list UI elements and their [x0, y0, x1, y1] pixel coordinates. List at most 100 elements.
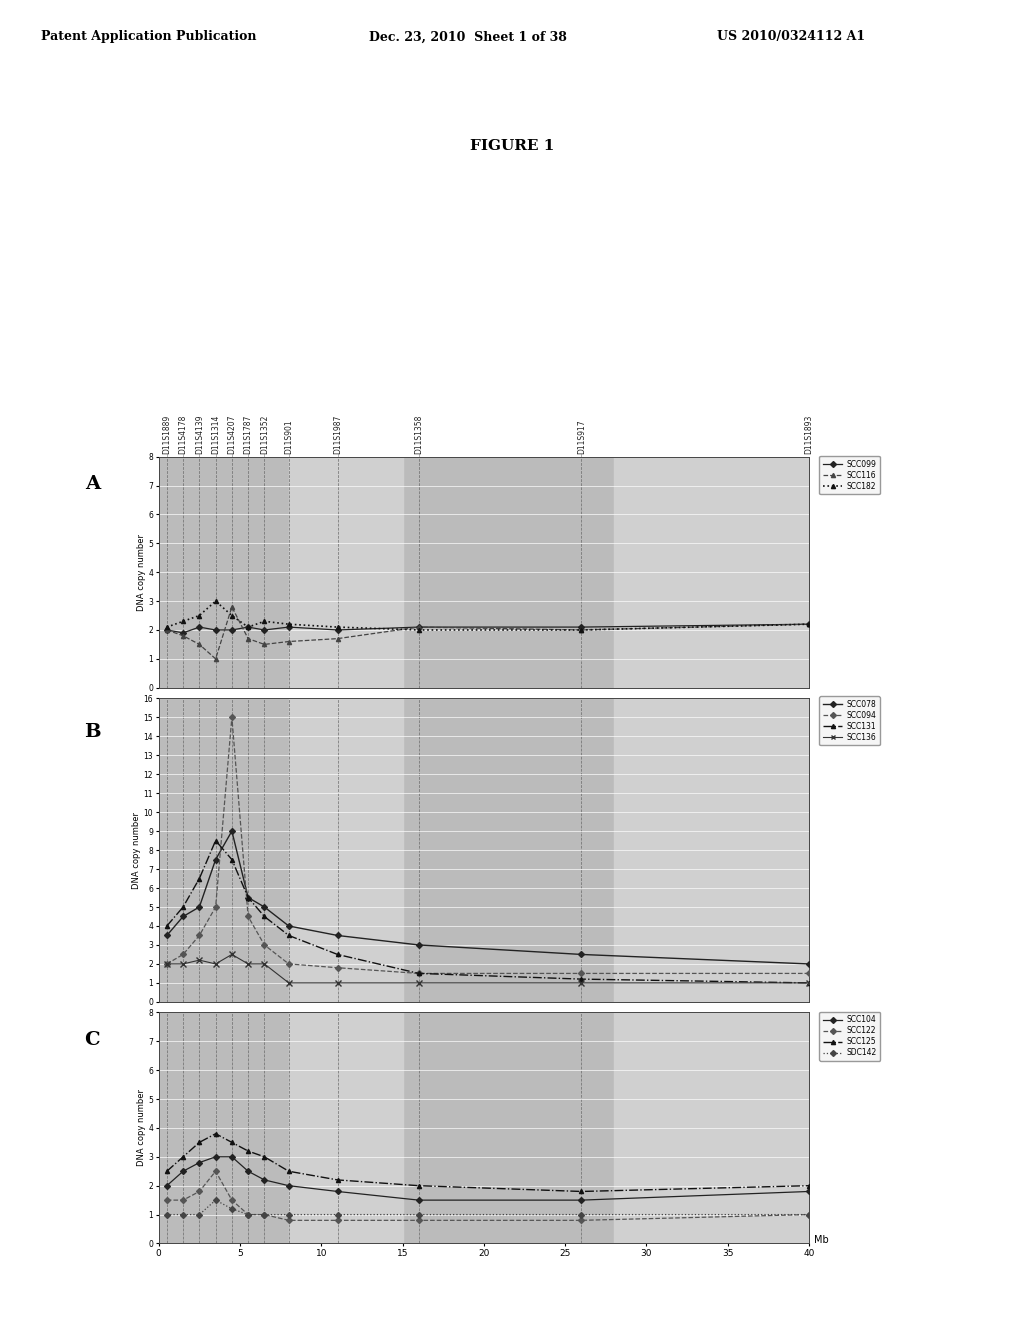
- SDC142: [332, 1206, 344, 1222]
- SCC122: [225, 1192, 238, 1208]
- SCC099: [332, 622, 344, 638]
- SCC122: [242, 1206, 254, 1222]
- Bar: [614, 1012, 809, 1243]
- SCC125: [332, 1172, 344, 1188]
- SCC094: [194, 928, 206, 944]
- SCC182: [258, 614, 270, 630]
- SCC182: [194, 607, 206, 623]
- SCC131: [283, 928, 295, 944]
- Legend: SCC099, SCC116, SCC182: SCC099, SCC116, SCC182: [819, 455, 880, 495]
- SCC131: [177, 899, 189, 915]
- SCC136: [161, 956, 173, 972]
- Line: SCC078: SCC078: [165, 829, 811, 966]
- SCC078: [283, 919, 295, 935]
- SDC142: [413, 1206, 425, 1222]
- SCC122: [283, 1212, 295, 1228]
- SCC078: [575, 946, 588, 962]
- SCC125: [177, 1148, 189, 1164]
- Line: SCC131: SCC131: [165, 838, 811, 985]
- SCC094: [177, 946, 189, 962]
- Bar: [289, 698, 402, 1002]
- Text: D11S1358: D11S1358: [415, 414, 423, 454]
- SCC116: [575, 622, 588, 638]
- SCC136: [177, 956, 189, 972]
- SCC094: [575, 965, 588, 981]
- SCC116: [332, 631, 344, 647]
- SCC078: [161, 928, 173, 944]
- SCC094: [332, 960, 344, 975]
- SCC125: [194, 1134, 206, 1150]
- SCC122: [332, 1212, 344, 1228]
- SDC142: [575, 1206, 588, 1222]
- SCC131: [575, 972, 588, 987]
- SCC078: [210, 851, 222, 867]
- Text: Patent Application Publication: Patent Application Publication: [41, 30, 256, 44]
- SCC136: [225, 946, 238, 962]
- Bar: [614, 698, 809, 1002]
- SCC125: [258, 1148, 270, 1164]
- SCC116: [258, 636, 270, 652]
- Text: D11S901: D11S901: [285, 420, 293, 454]
- SCC104: [258, 1172, 270, 1188]
- Text: C: C: [85, 1031, 100, 1049]
- Line: SCC094: SCC094: [165, 715, 811, 975]
- Text: A: A: [85, 475, 100, 494]
- SCC078: [194, 899, 206, 915]
- SCC078: [258, 899, 270, 915]
- SCC131: [332, 946, 344, 962]
- SDC142: [283, 1206, 295, 1222]
- SCC094: [258, 937, 270, 953]
- SCC182: [161, 619, 173, 635]
- Y-axis label: DNA copy number: DNA copy number: [136, 533, 145, 611]
- Text: D11S1352: D11S1352: [260, 414, 269, 454]
- SCC104: [194, 1155, 206, 1171]
- SCC182: [283, 616, 295, 632]
- SCC182: [242, 619, 254, 635]
- Line: SCC182: SCC182: [165, 599, 811, 632]
- SCC136: [803, 975, 815, 991]
- SCC094: [225, 709, 238, 725]
- SCC131: [803, 975, 815, 991]
- SCC136: [413, 975, 425, 991]
- SCC094: [242, 908, 254, 924]
- SCC099: [283, 619, 295, 635]
- Text: Dec. 23, 2010  Sheet 1 of 38: Dec. 23, 2010 Sheet 1 of 38: [369, 30, 566, 44]
- Line: SCC122: SCC122: [165, 1170, 811, 1222]
- SCC136: [258, 956, 270, 972]
- Line: SCC136: SCC136: [164, 952, 812, 986]
- SCC116: [283, 634, 295, 649]
- SCC104: [332, 1184, 344, 1200]
- SCC125: [161, 1163, 173, 1179]
- SCC104: [242, 1163, 254, 1179]
- SDC142: [225, 1201, 238, 1217]
- SCC099: [575, 619, 588, 635]
- SCC125: [242, 1143, 254, 1159]
- SCC094: [283, 956, 295, 972]
- Text: D11S1314: D11S1314: [211, 414, 220, 454]
- SCC182: [210, 593, 222, 609]
- SCC104: [225, 1148, 238, 1164]
- SCC099: [161, 622, 173, 638]
- SCC182: [803, 616, 815, 632]
- Line: SCC104: SCC104: [165, 1155, 811, 1203]
- SCC136: [242, 956, 254, 972]
- SCC122: [194, 1184, 206, 1200]
- SCC078: [803, 956, 815, 972]
- SCC116: [803, 616, 815, 632]
- Text: D11S4207: D11S4207: [227, 414, 237, 454]
- SCC136: [210, 956, 222, 972]
- Y-axis label: DNA copy number: DNA copy number: [136, 1089, 145, 1167]
- SCC099: [242, 619, 254, 635]
- SCC094: [210, 899, 222, 915]
- SCC078: [242, 890, 254, 906]
- SCC131: [258, 908, 270, 924]
- Line: SCC125: SCC125: [165, 1131, 811, 1193]
- SCC094: [413, 965, 425, 981]
- SCC099: [210, 622, 222, 638]
- SDC142: [242, 1206, 254, 1222]
- SCC078: [413, 937, 425, 953]
- SCC099: [413, 619, 425, 635]
- Line: SCC116: SCC116: [165, 605, 811, 661]
- SCC131: [210, 833, 222, 849]
- SCC116: [161, 622, 173, 638]
